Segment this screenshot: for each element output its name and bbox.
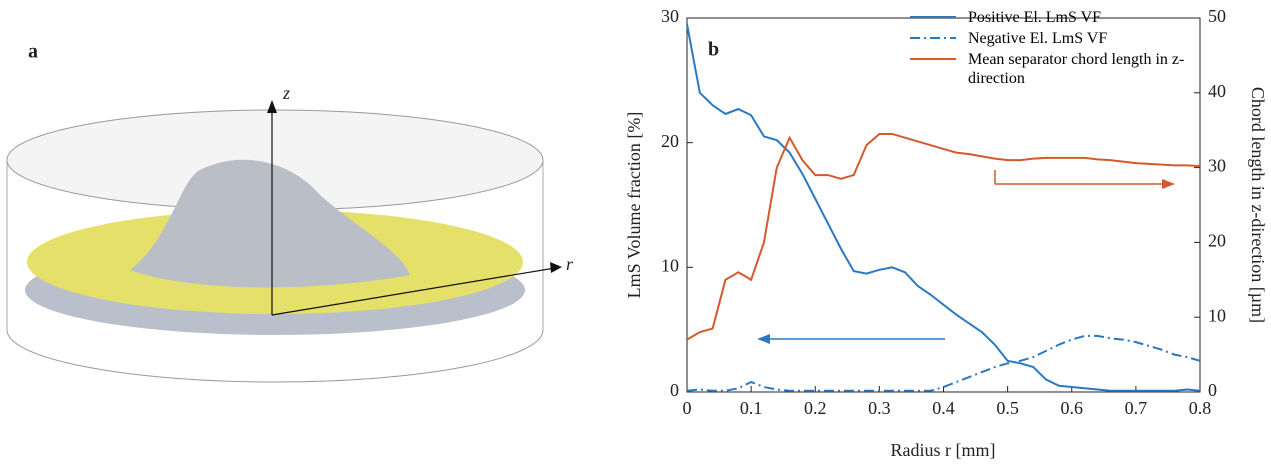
axis-label: z [282, 83, 290, 103]
x-tick-label: 0.8 [1189, 398, 1212, 418]
x-tick-label: 0.6 [1061, 398, 1084, 418]
legend-swatch [908, 33, 958, 43]
x-tick-label: 0.3 [868, 398, 891, 418]
legend-label: Positive El. LmS VF [968, 9, 1101, 26]
y2-tick-label: 30 [1208, 156, 1226, 176]
y2-tick-label: 0 [1208, 380, 1217, 400]
y2-tick-label: 20 [1208, 231, 1226, 251]
arrow-head [757, 334, 770, 344]
panel-a-render [7, 100, 562, 382]
x-tick-label: 0.5 [996, 398, 1019, 418]
y2-tick-label: 50 [1208, 6, 1226, 26]
arrow-head [1162, 179, 1175, 189]
x-axis-label: Radius r [mm] [891, 440, 996, 460]
data-line [687, 134, 1200, 340]
y-axis-label: LmS Volume fraction [%] [624, 112, 644, 299]
y-tick-label: 10 [661, 255, 679, 275]
y-tick-label: 20 [661, 131, 679, 151]
legend-swatch [908, 54, 958, 64]
legend-swatch [908, 12, 958, 22]
y2-axis-label: Chord length in z-direction [µm] [1248, 87, 1268, 323]
legend: Positive El. LmS VF Negative El. LmS VF Me… [908, 8, 1198, 90]
page: a z r b Radius r [mm] LmS Volume fractio… [0, 0, 1271, 467]
x-tick-label: 0 [683, 398, 692, 418]
legend-entry: Negative El. LmS VF [908, 29, 1198, 48]
x-tick-label: 0.7 [1125, 398, 1148, 418]
x-tick-label: 0.1 [740, 398, 763, 418]
arrow-head [267, 100, 277, 113]
y-tick-label: 0 [670, 380, 679, 400]
cylinder-bottom [7, 330, 543, 382]
y2-tick-label: 40 [1208, 81, 1226, 101]
arrow-head [550, 262, 562, 273]
x-tick-label: 0.2 [804, 398, 827, 418]
axis-label: r [566, 254, 574, 274]
x-tick-label: 0.4 [932, 398, 955, 418]
panel-label: a [28, 41, 38, 63]
legend-label: Negative El. LmS VF [968, 30, 1107, 47]
panel-label: b [708, 39, 719, 61]
y-tick-label: 30 [661, 6, 679, 26]
legend-entry: Mean separator chord length in z-directi… [908, 50, 1198, 88]
data-line [687, 336, 1200, 391]
legend-label: Mean separator chord length in z-directi… [968, 51, 1184, 87]
y2-tick-label: 10 [1208, 305, 1226, 325]
legend-entry: Positive El. LmS VF [908, 8, 1198, 27]
